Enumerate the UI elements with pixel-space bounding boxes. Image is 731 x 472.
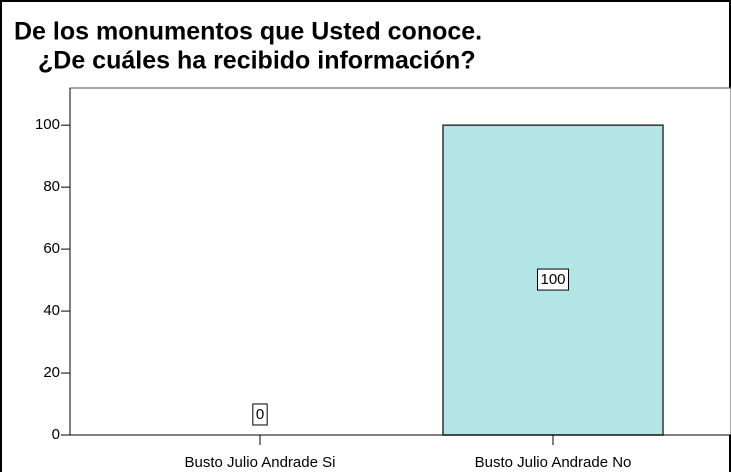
data-label-box <box>536 268 570 291</box>
y-tick-label: 0 <box>52 426 60 443</box>
y-tick-label: 100 <box>35 116 60 133</box>
data-label-box <box>252 403 268 426</box>
y-tick-label: 60 <box>43 240 60 257</box>
y-tick-label: 40 <box>43 302 60 319</box>
y-tick-label: 20 <box>43 364 60 381</box>
x-tick-label: Busto Julio Andrade Si <box>185 454 336 471</box>
data-label: 100 <box>540 271 565 288</box>
data-label: 0 <box>256 406 264 423</box>
chart-title: De los monumentos que Usted conoce. <box>14 18 482 46</box>
chart-title: ¿De cuáles ha recibido información? <box>38 47 476 75</box>
x-tick-label: Busto Julio Andrade No <box>475 454 632 471</box>
y-tick-label: 80 <box>43 178 60 195</box>
